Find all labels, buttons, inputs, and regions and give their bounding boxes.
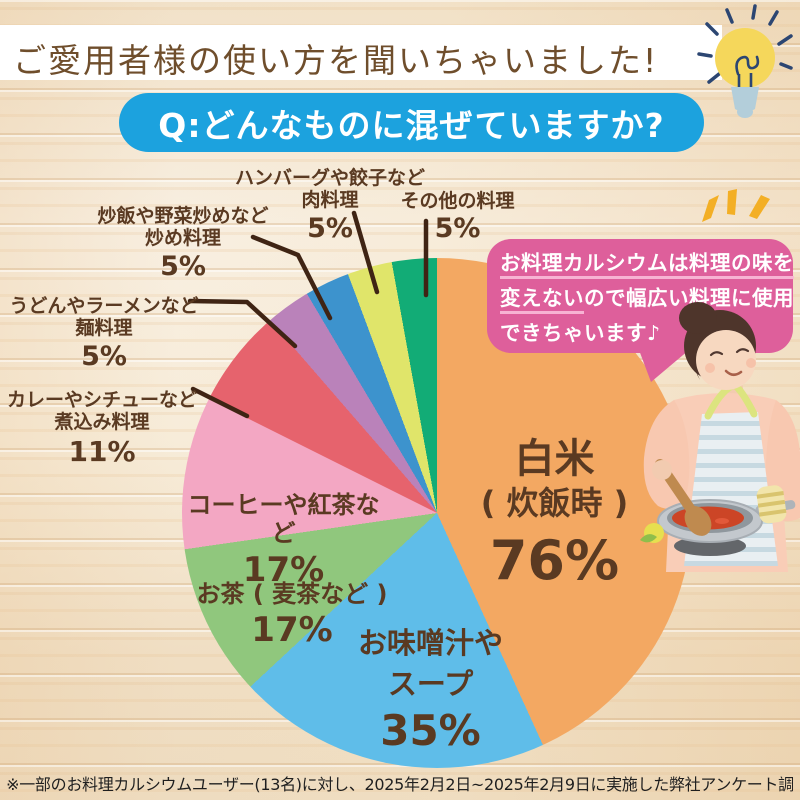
label-noodle-dishes: うどんやラーメンなど 麺料理 5% <box>9 295 199 372</box>
lightbulb-icon <box>697 4 793 118</box>
label-tea: お茶 ( 麦茶など ) 17% <box>196 580 388 651</box>
header-band <box>0 25 722 80</box>
left-eye <box>709 351 724 357</box>
leaf <box>640 534 657 543</box>
hair-bun <box>679 302 717 334</box>
label-meat-dishes: ハンバーグや餃子など 肉料理 5% <box>234 167 425 244</box>
question-banner: Q:どんなものに混ぜていますか? <box>119 93 704 152</box>
lightbulb-rays <box>697 4 793 84</box>
label-stirfry-dishes: 炒飯や野菜炒めなど 炒め料理 5% <box>97 205 269 282</box>
page-title: ご愛用者様の使い方を聞いちゃいました! <box>13 41 659 80</box>
right-eye <box>735 348 750 354</box>
label-miso-soup: お味噌汁や スープ 35% <box>357 626 503 756</box>
label-white-rice: 白米 ( 炊飯時 ) 76% <box>480 436 629 593</box>
label-stew-dishes: カレーやシチューなど 煮込み料理 11% <box>6 389 197 468</box>
bulb-base <box>731 87 759 112</box>
bulb-filament <box>735 55 760 76</box>
footnote: ※一部のお料理カルシウムユーザー(13名)に対し、2025年2月2日~2025年… <box>6 775 794 800</box>
face <box>696 330 756 390</box>
emphasis-marks-icon <box>702 189 770 222</box>
right-hand-mitt <box>756 485 787 524</box>
smile <box>724 369 743 377</box>
label-coffee-tea: コーヒーや紅茶など 17% <box>187 491 380 590</box>
left-hand <box>652 460 672 480</box>
question-text: Q:どんなものに混ぜていますか? <box>158 105 665 145</box>
speech-bubble-tail <box>639 350 689 382</box>
woman-cooking-photo <box>640 302 800 572</box>
label-other-dishes: その他の料理 5% <box>400 190 515 245</box>
